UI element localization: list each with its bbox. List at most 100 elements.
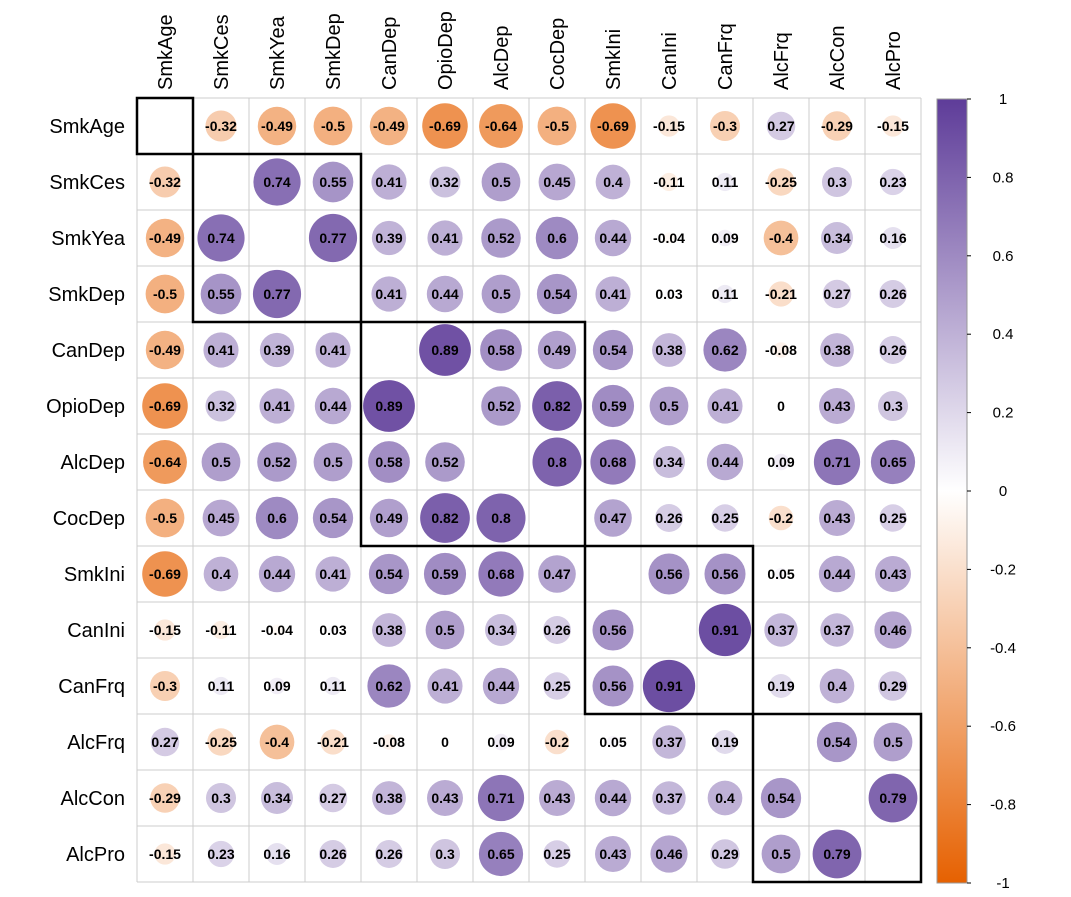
corr-value-AlcCon-CanIni: 0.37 <box>655 790 682 806</box>
corr-value-CanIni-AlcDep: 0.34 <box>487 622 514 638</box>
colorbar-gradient <box>936 98 968 884</box>
corr-value-SmkCes-SmkYea: 0.74 <box>263 174 290 190</box>
corr-value-CanFrq-CanDep: 0.62 <box>375 678 402 694</box>
corr-circle-SmkAge-SmkYea <box>257 106 297 146</box>
corr-value-CocDep-AlcFrq: -0.2 <box>769 510 793 526</box>
corr-circle-AlcPro-SmkDep <box>319 840 347 868</box>
corr-value-OpioDep-SmkCes: 0.32 <box>207 398 234 414</box>
cluster-box-1 <box>135 96 195 156</box>
corr-value-CanIni-AlcFrq: 0.37 <box>767 622 794 638</box>
corr-value-CocDep-AlcPro: 0.25 <box>879 510 906 526</box>
row-label-CanDep: CanDep <box>52 340 125 362</box>
corr-value-CanDep-AlcPro: 0.26 <box>879 342 906 358</box>
corr-value-SmkDep-AlcCon: 0.27 <box>823 286 850 302</box>
corr-circle-CanDep-SmkIni <box>592 329 634 371</box>
corr-value-AlcFrq-AlcPro: 0.5 <box>883 734 903 750</box>
col-label-SmkAge: SmkAge <box>155 14 177 90</box>
corr-circle-CanIni-AlcDep <box>485 614 517 646</box>
corr-circle-SmkDep-CanFrq <box>715 284 735 304</box>
corr-value-SmkDep-AlcPro: 0.26 <box>879 286 906 302</box>
corr-circle-CanIni-AlcPro <box>874 611 912 649</box>
corr-value-SmkDep-SmkAge: -0.5 <box>153 286 177 302</box>
corr-value-CanFrq-CanIni: 0.91 <box>655 678 682 694</box>
corr-circle-AlcPro-AlcDep <box>478 831 524 877</box>
corr-value-CanIni-CocDep: 0.26 <box>543 622 570 638</box>
corr-value-SmkDep-AlcDep: 0.5 <box>491 286 511 302</box>
colorbar-tick-label: 0 <box>999 483 1007 500</box>
corr-value-SmkIni-AlcFrq: 0.05 <box>767 566 794 582</box>
colorbar-tick-label: 0.8 <box>993 169 1014 186</box>
corr-value-SmkCes-CanFrq: 0.11 <box>712 174 739 190</box>
corr-circle-CocDep-SmkAge <box>145 498 185 538</box>
corr-value-SmkIni-OpioDep: 0.59 <box>431 566 458 582</box>
corr-circle-AlcFrq-CocDep <box>544 729 570 755</box>
corr-circle-SmkAge-AlcPro <box>882 115 904 137</box>
corr-circle-CanFrq-SmkDep <box>323 676 343 696</box>
corr-circle-CanDep-CanIni <box>652 333 686 367</box>
corr-value-SmkCes-SmkAge: -0.32 <box>149 174 181 190</box>
corr-circle-SmkAge-AlcCon <box>822 111 852 141</box>
corr-value-CanFrq-SmkIni: 0.56 <box>599 678 626 694</box>
corr-circle-AlcDep-AlcPro <box>870 439 916 485</box>
corr-value-AlcFrq-SmkIni: 0.05 <box>599 734 626 750</box>
corr-circle-SmkYea-CanIni <box>663 232 675 244</box>
corr-circle-SmkCes-SmkDep <box>312 161 354 203</box>
corr-value-CanIni-CanDep: 0.38 <box>375 622 402 638</box>
corr-value-SmkIni-CanFrq: 0.56 <box>711 566 738 582</box>
corr-circle-AlcCon-SmkAge <box>150 783 180 813</box>
corr-circle-CocDep-SmkIni <box>594 499 632 537</box>
corr-value-AlcPro-SmkIni: 0.43 <box>599 846 626 862</box>
corr-value-CanIni-AlcCon: 0.37 <box>823 622 850 638</box>
corr-circle-CanDep-SmkYea <box>259 332 295 368</box>
corr-circle-AlcCon-CanIni <box>652 781 686 815</box>
corr-circle-OpioDep-SmkIni <box>591 384 635 428</box>
corr-value-SmkCes-SmkIni: 0.4 <box>603 174 623 190</box>
corr-value-CanFrq-SmkYea: 0.09 <box>263 678 290 694</box>
corr-circle-SmkAge-CanIni <box>658 115 680 137</box>
corr-circle-CanDep-CocDep <box>537 330 577 370</box>
corr-circle-SmkIni-SmkAge <box>142 551 188 597</box>
corr-circle-SmkIni-AlcPro <box>875 556 911 592</box>
corr-circle-AlcFrq-SmkAge <box>150 727 180 757</box>
corr-circle-SmkCes-SmkIni <box>595 164 631 200</box>
corr-circle-SmkDep-AlcDep <box>481 274 521 314</box>
corr-circle-AlcPro-SmkCes <box>207 840 235 868</box>
corr-value-SmkIni-CanIni: 0.56 <box>655 566 682 582</box>
corr-value-SmkDep-CanIni: 0.03 <box>655 286 682 302</box>
row-label-AlcDep: AlcDep <box>61 452 125 474</box>
corr-value-AlcCon-SmkYea: 0.34 <box>263 790 290 806</box>
corr-value-AlcFrq-CocDep: -0.2 <box>545 734 569 750</box>
corr-value-AlcPro-AlcFrq: 0.5 <box>771 846 791 862</box>
corr-circle-SmkYea-AlcDep <box>481 218 521 258</box>
corr-value-CanDep-AlcDep: 0.58 <box>487 342 514 358</box>
corr-value-AlcDep-CanDep: 0.58 <box>375 454 402 470</box>
corr-value-SmkYea-SmkIni: 0.44 <box>599 230 626 246</box>
corr-circle-CanIni-SmkYea <box>271 624 283 636</box>
value-label-layer: -0.32 -0.49 -0.5 -0.49 -0.69 -0.64 -0.5 -0.69 -0… <box>149 118 909 862</box>
corr-value-SmkAge-SmkIni: -0.69 <box>597 118 629 134</box>
corr-circle-AlcDep-SmkAge <box>143 440 187 484</box>
row-label-OpioDep: OpioDep <box>46 396 125 418</box>
corr-circle-AlcDep-CocDep <box>532 437 582 487</box>
row-label-SmkCes: SmkCes <box>49 172 125 194</box>
corr-value-AlcCon-CanFrq: 0.4 <box>715 790 735 806</box>
corr-value-SmkCes-CocDep: 0.45 <box>543 174 570 190</box>
corr-value-SmkYea-CanDep: 0.39 <box>375 230 402 246</box>
corr-circle-CanFrq-AlcDep <box>482 667 520 705</box>
corr-value-CanIni-SmkYea: -0.04 <box>261 622 293 638</box>
corr-circle-AlcFrq-AlcDep <box>492 733 510 751</box>
corr-value-AlcPro-AlcCon: 0.79 <box>823 846 850 862</box>
cluster-box-4 <box>583 544 755 716</box>
corr-circle-CocDep-SmkDep <box>312 497 354 539</box>
corr-value-SmkIni-SmkDep: 0.41 <box>319 566 346 582</box>
row-label-SmkYea: SmkYea <box>51 228 126 250</box>
corr-value-SmkAge-SmkYea: -0.49 <box>261 118 293 134</box>
corr-value-CanIni-OpioDep: 0.5 <box>435 622 455 638</box>
corr-circle-SmkCes-AlcFrq <box>767 168 795 196</box>
corr-value-CanFrq-SmkDep: 0.11 <box>320 678 347 694</box>
corr-value-CanIni-CanFrq: 0.91 <box>711 622 738 638</box>
corr-circle-AlcDep-CanFrq <box>706 443 744 481</box>
corr-circle-AlcCon-CanFrq <box>707 780 743 816</box>
corr-circle-CanFrq-CanDep <box>367 664 411 708</box>
corr-value-SmkAge-AlcCon: -0.29 <box>821 118 853 134</box>
